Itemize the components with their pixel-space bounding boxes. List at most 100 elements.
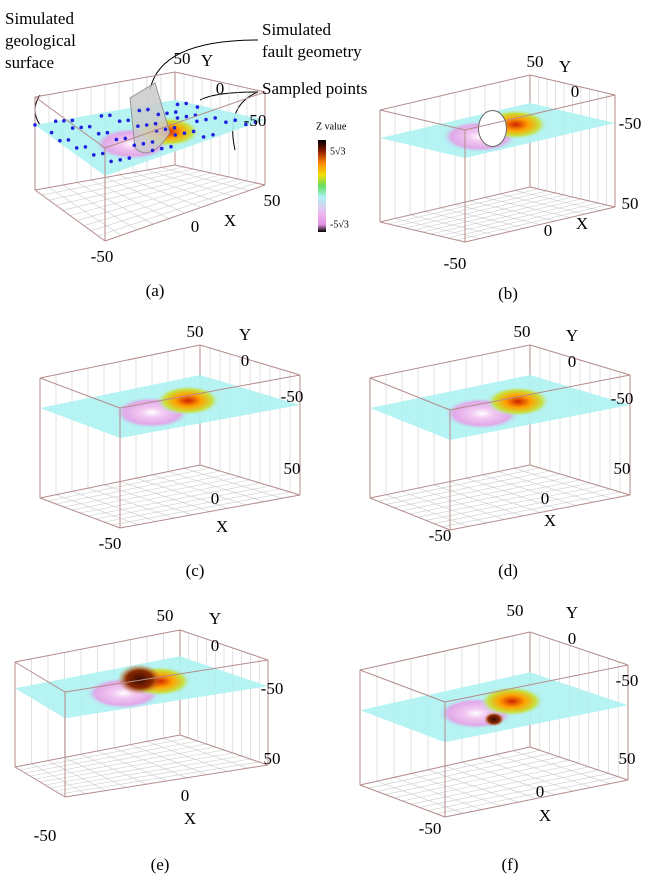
x-tick-label: 50: [284, 459, 301, 478]
caption: (f): [502, 855, 519, 874]
y-tick-label: 50: [187, 322, 204, 341]
y-axis-label: Y: [209, 609, 221, 628]
sample-point: [157, 113, 161, 117]
y-axis-label: Y: [239, 325, 251, 344]
y-tick-label: -50: [281, 387, 304, 406]
sample-point: [165, 112, 169, 116]
box-edge: [360, 670, 445, 702]
sample-point: [106, 131, 110, 135]
sample-point: [174, 110, 178, 114]
sample-point: [196, 105, 200, 109]
annotation: Simulated: [5, 9, 74, 28]
y-tick-label: 0: [568, 629, 577, 648]
sample-point: [176, 103, 180, 107]
grid-line: [513, 751, 610, 784]
sample-point: [71, 126, 75, 130]
box-edge: [105, 185, 265, 241]
caption: (a): [146, 281, 165, 300]
peak: [118, 664, 162, 694]
y-tick-label: 0: [571, 82, 580, 101]
y-tick-label: 50: [174, 49, 191, 68]
sample-point: [115, 138, 119, 142]
grid-line: [164, 738, 248, 768]
grid-line: [411, 767, 589, 804]
peak: [484, 712, 504, 726]
grid-line: [514, 468, 612, 498]
sample-point: [133, 143, 137, 147]
x-tick-label: 50: [264, 749, 281, 768]
grid-line: [437, 777, 619, 814]
sample-point: [118, 119, 122, 123]
grid-line: [482, 475, 576, 506]
high-anomaly: [156, 386, 220, 416]
y-tick-label: -50: [619, 114, 642, 133]
sample-point: [50, 131, 54, 135]
sample-point: [173, 126, 177, 130]
sample-point: [138, 109, 142, 113]
y-axis-label: Y: [559, 57, 571, 76]
y-tick-label: 50: [514, 322, 531, 341]
box-edge: [15, 767, 65, 797]
sample-point: [88, 125, 92, 129]
x-tick-label: -50: [91, 247, 114, 266]
sample-point: [233, 118, 237, 122]
grid-line: [428, 773, 608, 810]
y-tick-label: 0: [568, 352, 577, 371]
sample-point: [142, 142, 146, 146]
sample-point: [54, 119, 58, 123]
sample-point: [185, 115, 189, 119]
colorbar-title: Z value: [316, 121, 347, 132]
y-tick-label: 50: [507, 601, 524, 620]
x-tick-label: 0: [191, 217, 200, 236]
y-tick-label: -50: [244, 111, 267, 130]
x-tick-label: 0: [536, 782, 545, 801]
sample-point: [33, 123, 37, 127]
y-tick-label: 50: [527, 52, 544, 71]
y-tick-label: 0: [241, 351, 250, 370]
annotation: Simulated: [262, 20, 331, 39]
annotation: surface: [5, 53, 54, 72]
grid-line: [420, 770, 599, 807]
sample-point: [136, 124, 140, 128]
grid-line: [184, 468, 282, 498]
high-anomaly: [480, 686, 544, 716]
x-axis-label: X: [576, 214, 588, 233]
sample-point: [160, 147, 164, 151]
x-axis-label: X: [216, 517, 228, 536]
caption: (b): [498, 284, 518, 303]
caption: (c): [186, 561, 205, 580]
sample-point: [100, 114, 104, 118]
x-tick-label: 50: [614, 459, 631, 478]
y-tick-label: -50: [261, 679, 284, 698]
sample-point: [145, 123, 149, 127]
sample-point: [174, 133, 178, 137]
sample-point: [211, 133, 215, 137]
sample-point: [67, 138, 71, 142]
sample-point: [183, 131, 187, 135]
sample-point: [184, 102, 188, 106]
sample-point: [151, 140, 155, 144]
y-axis-label: Y: [566, 603, 578, 622]
colorbar: [318, 140, 326, 232]
caption: (e): [151, 855, 170, 874]
sample-point: [71, 119, 75, 123]
annotation: geological: [5, 31, 76, 50]
annotation: Sampled points: [262, 79, 367, 98]
figure: 50 0 -50 Y 50 0 -50 X (a) 50 0 -50 Y 50 0 -50 X (b) 50 0 -50…: [0, 0, 654, 880]
x-tick-label: -50: [99, 534, 122, 553]
sample-point: [79, 126, 83, 130]
sample-point: [213, 116, 217, 120]
x-tick-label: 0: [541, 489, 550, 508]
sample-point: [101, 152, 105, 156]
y-axis-label: Y: [566, 326, 578, 345]
y-tick-label: -50: [611, 389, 634, 408]
box-edge: [380, 110, 465, 130]
grid-line: [40, 750, 224, 782]
sample-point: [176, 116, 180, 120]
sample-point: [224, 120, 228, 124]
x-tick-label: 0: [211, 489, 220, 508]
